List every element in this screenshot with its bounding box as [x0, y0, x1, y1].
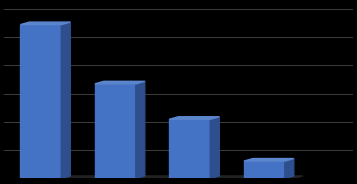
Polygon shape: [244, 161, 285, 178]
Polygon shape: [95, 84, 136, 178]
Polygon shape: [285, 159, 294, 178]
Polygon shape: [136, 81, 145, 178]
Polygon shape: [210, 117, 219, 178]
Polygon shape: [169, 117, 219, 119]
Polygon shape: [169, 119, 210, 178]
Polygon shape: [244, 159, 294, 161]
Polygon shape: [61, 22, 70, 178]
Polygon shape: [95, 81, 145, 84]
Polygon shape: [20, 25, 61, 178]
Polygon shape: [20, 22, 70, 25]
Polygon shape: [20, 176, 303, 178]
